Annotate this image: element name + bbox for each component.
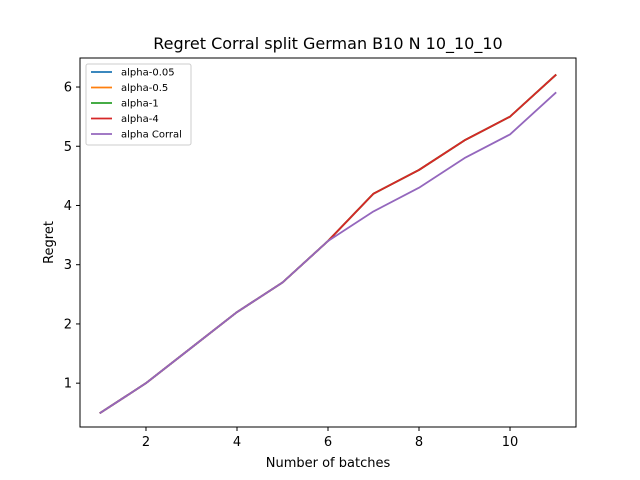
y-tick-label: 5	[64, 140, 72, 155]
legend-entry: alpha Corral	[121, 130, 182, 141]
legend-entry: alpha-0.5	[121, 83, 168, 94]
legend: alpha-0.05 alpha-0.5 alpha-1 alpha-4 alpha C…	[85, 63, 192, 146]
legend-entry: alpha-4	[121, 114, 159, 125]
y-tick-label: 4	[64, 199, 72, 214]
y-tick-label: 2	[64, 317, 72, 332]
x-tick-label: 10	[502, 435, 519, 450]
x-tick-label: 2	[142, 435, 150, 450]
chart-title: Regret Corral split German B10 N 10_10_1…	[153, 34, 502, 54]
series-layer	[99, 73, 557, 415]
x-tick-label: 4	[233, 435, 241, 450]
x-tick-label: 8	[415, 435, 423, 450]
y-axis-label: Regret	[42, 221, 57, 264]
y-tick-label: 3	[64, 258, 72, 273]
y-tick-label: 1	[64, 377, 72, 392]
y-tick-label: 6	[64, 81, 72, 96]
y-axis-ticks: 1 2 3 4 5 6	[64, 81, 80, 392]
x-axis-label: Number of batches	[266, 456, 391, 471]
legend-box	[85, 63, 192, 146]
legend-entry: alpha-0.05	[121, 68, 175, 79]
x-axis-ticks: 2 4 6 8 10	[142, 427, 518, 450]
x-tick-label: 6	[324, 435, 332, 450]
legend-entry: alpha-1	[121, 99, 159, 110]
series-line-alpha-corral	[99, 91, 557, 415]
